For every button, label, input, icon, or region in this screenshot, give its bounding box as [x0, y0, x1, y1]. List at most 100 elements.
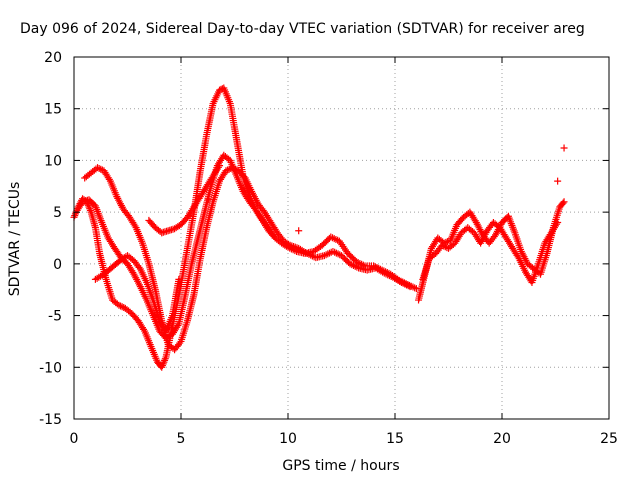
y-axis-label: SDTVAR / TECUs — [7, 182, 23, 297]
y-tick-label: 20 — [44, 50, 62, 66]
data-point-track-b — [308, 252, 316, 260]
data-point-track-f — [443, 238, 451, 246]
data-point-track-b — [346, 260, 354, 268]
data-point-track-b — [293, 244, 301, 252]
data-point-track-a — [160, 358, 168, 366]
data-point-track-c — [271, 234, 279, 242]
data-point-track-c — [174, 322, 182, 330]
data-point-track-b — [131, 222, 139, 230]
data-point-track-a — [118, 303, 126, 311]
data-point-track-b — [105, 175, 113, 183]
data-point-outliers — [560, 144, 568, 152]
tick-labels: 0 5 10 15 20 25 -15 -10 -5 0 5 10 15 20 — [39, 50, 618, 447]
data-point-track-b — [326, 249, 334, 257]
y-tick-label: -15 — [39, 412, 62, 428]
data-point-track-b — [305, 250, 313, 258]
data-point-track-a — [117, 302, 125, 310]
data-point-track-a — [159, 360, 167, 368]
data-point-track-b — [403, 281, 411, 289]
data-point-track-b — [397, 278, 405, 286]
data-point-track-d — [135, 263, 143, 271]
data-point-track-a — [158, 363, 166, 371]
data-point-track-b — [285, 240, 293, 248]
x-tick-label: 0 — [70, 431, 79, 447]
data-point-track-b — [176, 339, 184, 347]
data-point-track-b — [382, 270, 390, 278]
data-point-track-b — [331, 248, 339, 256]
data-point-track-g — [514, 253, 522, 261]
data-point-track-b — [334, 250, 342, 258]
x-tick-label: 20 — [493, 431, 511, 447]
data-point-track-g — [440, 242, 448, 250]
data-point-track-e — [216, 162, 224, 170]
data-point-track-a — [84, 201, 92, 209]
data-point-outliers — [554, 177, 562, 185]
data-point-track-a — [330, 235, 338, 243]
data-point-track-b — [351, 262, 359, 270]
data-point-track-b — [291, 243, 299, 251]
data-point-track-b — [322, 251, 330, 259]
data-point-track-a — [332, 235, 340, 243]
data-point-track-a — [140, 325, 148, 333]
data-point-track-b — [385, 272, 393, 280]
data-point-track-g — [554, 218, 562, 226]
data-point-track-b — [380, 269, 388, 277]
y-tick-label: 5 — [53, 205, 62, 221]
y-tick-label: 15 — [44, 102, 62, 118]
y-tick-label: -5 — [48, 309, 62, 325]
x-tick-label: 10 — [279, 431, 297, 447]
data-point-track-b — [225, 165, 233, 173]
data-point-track-b — [288, 242, 296, 250]
plot-frame — [73, 56, 610, 420]
data-point-track-f — [560, 198, 568, 206]
data-point-track-b — [224, 166, 232, 174]
data-point-outliers — [295, 227, 303, 235]
data-point-track-b — [329, 247, 337, 255]
data-points — [70, 84, 568, 371]
data-point-track-a — [327, 233, 335, 241]
data-point-track-a — [85, 203, 93, 211]
data-point-track-b — [348, 261, 356, 269]
data-point-track-b — [307, 251, 315, 259]
grid-lines — [74, 57, 609, 419]
data-point-track-e — [214, 163, 222, 171]
data-point-track-b — [406, 283, 414, 291]
data-point-track-a — [161, 356, 169, 364]
chart-title: Day 096 of 2024, Sidereal Day-to-day VTE… — [20, 21, 585, 37]
data-point-track-a — [329, 234, 337, 242]
data-point-track-b — [286, 241, 294, 249]
x-tick-label: 15 — [386, 431, 404, 447]
data-point-track-b — [94, 164, 102, 172]
data-point-track-b — [399, 279, 407, 287]
x-tick-label: 25 — [600, 431, 618, 447]
data-point-outliers — [205, 196, 213, 204]
y-tick-label: 0 — [53, 257, 62, 273]
axis-ticks — [73, 56, 610, 420]
data-point-track-b — [401, 280, 409, 288]
data-point-track-a — [411, 284, 419, 292]
data-point-track-b — [320, 252, 328, 260]
x-axis-label: GPS time / hours — [282, 458, 399, 474]
data-point-track-c — [270, 232, 278, 240]
data-point-track-g — [438, 241, 446, 249]
data-point-track-b — [324, 250, 332, 258]
data-point-track-b — [353, 263, 361, 271]
data-point-track-b — [222, 167, 230, 175]
data-point-track-b — [97, 165, 105, 173]
data-point-track-b — [332, 249, 340, 257]
data-point-track-b — [349, 262, 357, 270]
y-tick-label: 10 — [44, 153, 62, 169]
data-point-track-b — [404, 282, 412, 290]
data-point-track-f — [559, 199, 567, 207]
y-tick-label: -10 — [39, 360, 62, 376]
x-tick-label: 5 — [177, 431, 186, 447]
data-point-track-a — [86, 205, 94, 213]
data-point-track-a — [161, 355, 169, 363]
data-point-track-b — [290, 242, 298, 250]
data-point-track-d — [175, 275, 183, 283]
data-point-track-b — [303, 250, 311, 258]
data-point-track-g — [553, 220, 561, 228]
data-point-track-a — [158, 362, 166, 370]
data-point-track-b — [95, 164, 103, 172]
